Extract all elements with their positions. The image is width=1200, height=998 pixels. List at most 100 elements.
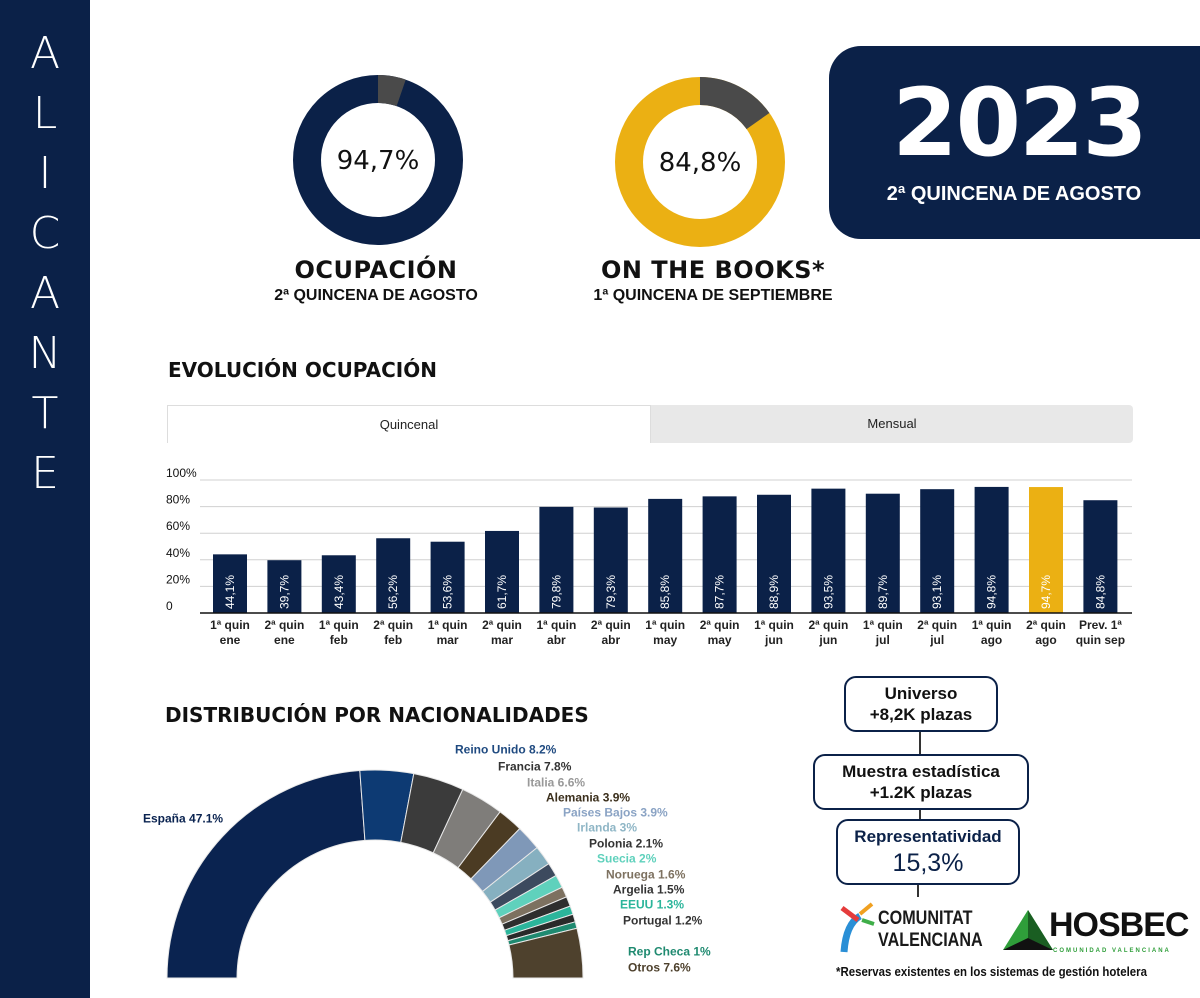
occupancy-subtitle: 2ª QUINCENA DE AGOSTO <box>274 287 478 304</box>
x-tick-label: 2ª quin jun <box>809 618 849 647</box>
bar <box>920 489 955 613</box>
bar <box>1083 500 1118 613</box>
pie-slice-label: Alemania 3.9% <box>546 790 631 805</box>
bar <box>1029 487 1063 613</box>
sidebar-title-letter: C <box>29 208 61 259</box>
sidebar-title-letter: A <box>29 268 61 319</box>
pie-slice <box>501 896 571 931</box>
y-tick-label: 80% <box>166 493 190 507</box>
bar <box>757 494 791 613</box>
pie-slice-label: Noruega 1.6% <box>606 867 686 882</box>
x-tick-label: 1ª quin may <box>645 618 685 647</box>
pie-slice-label: Otros 7.6% <box>628 960 691 975</box>
period-tabs: Quincenal Mensual <box>167 405 1133 443</box>
bar-data-label: 94,7% <box>1039 575 1053 609</box>
sidebar-title-letter: I <box>38 148 52 199</box>
pie-slice <box>432 788 501 869</box>
bar <box>267 560 302 613</box>
bar <box>811 488 846 613</box>
bar <box>865 493 900 613</box>
pie-slice-label: Reino Unido 8.2% <box>455 742 557 757</box>
bar-data-label: 79,8% <box>549 575 563 609</box>
occupancy-title: OCUPACIÓN <box>294 256 458 284</box>
x-tick-label: 1ª quin ago <box>972 618 1012 647</box>
bar-data-label: 53,6% <box>441 575 455 609</box>
pie-slice-label: España 47.1% <box>143 811 224 826</box>
pie-slice-label: Irlanda 3% <box>577 820 638 835</box>
pie-slice <box>498 886 568 925</box>
representativity-box: Representatividad 15,3% <box>836 819 1020 885</box>
x-tick-label: 2ª quin may <box>700 618 740 647</box>
on-the-books-label: ON THE BOOKS* 1ª QUINCENA DE SEPTIEMBRE <box>563 256 863 305</box>
bar <box>376 538 411 613</box>
tab-mensual[interactable]: Mensual <box>867 416 917 431</box>
on-the-books-title: ON THE BOOKS* <box>600 256 826 284</box>
year: 2023 <box>892 69 1148 178</box>
x-tick-label: 1ª quin feb <box>319 618 359 647</box>
y-tick-label: 20% <box>166 572 190 586</box>
pie-slice-label: EEUU 1.3% <box>620 897 685 912</box>
hosbec-sub: COMUNIDAD VALENCIANA <box>1053 948 1171 954</box>
donut-value: 84,8% <box>659 148 742 178</box>
universe-box: Universo +8,2K plazas <box>844 676 998 732</box>
pie-slice <box>481 846 550 903</box>
x-tick-label: 2ª quin feb <box>373 618 413 647</box>
cv-line2: VALENCIANA <box>878 930 983 951</box>
bar-data-label: 44,1% <box>223 575 237 609</box>
sample-label: Muestra estadística <box>842 762 1000 781</box>
sidebar-title-letter: L <box>32 88 58 139</box>
x-tick-label: 2ª quin jul <box>917 618 957 647</box>
x-tick-label: Prev. 1ª quin sep <box>1076 618 1125 647</box>
pie-slice-label: Rep Checa 1% <box>628 944 711 959</box>
x-tick-label: 2ª quin ene <box>265 618 305 647</box>
sample-box: Muestra estadística +1.2K plazas <box>813 754 1029 810</box>
pie-slice-label: Países Bajos 3.9% <box>563 805 668 820</box>
pie-slice <box>359 769 415 844</box>
x-tick-label: 1ª quin ene <box>210 618 250 647</box>
bar <box>539 506 574 613</box>
occupancy-bar-chart: 0 20% 40% 60% 80% 100% 44,1% 1ª quin ene 39,7% 2ª … <box>166 466 1132 647</box>
pie-slice <box>166 770 366 979</box>
bar-data-label: 43,4% <box>332 575 346 609</box>
x-tick-label: 1ª quin mar <box>428 618 468 647</box>
representativity-value: 15,3% <box>892 849 964 877</box>
evolution-title: EVOLUCIÓN OCUPACIÓN <box>168 358 437 382</box>
bar <box>974 486 1009 613</box>
pie-slice <box>470 827 538 893</box>
tab-quincenal[interactable]: Quincenal <box>167 405 651 443</box>
bar-data-label: 56,2% <box>386 575 400 609</box>
donut-remaining-segment <box>293 75 463 245</box>
bar-data-label: 79,3% <box>604 575 618 609</box>
pie-slice <box>489 862 557 911</box>
pie-slice-label: Portugal 1.2% <box>623 913 703 928</box>
comunitat-valenciana-logo: COMUNITAT VALENCIANA <box>838 898 988 958</box>
bar-data-label: 84,8% <box>1093 575 1107 609</box>
x-tick-label: 1ª quin jul <box>863 618 903 647</box>
hosbec-logo: HOSBEC COMUNIDAD VALENCIANA <box>1003 906 1189 958</box>
sidebar-title-letter: E <box>31 448 59 499</box>
universe-label: Universo <box>884 684 958 703</box>
bar <box>430 541 465 613</box>
connector <box>919 810 921 820</box>
bar-data-label: 85,8% <box>658 575 672 609</box>
pie-slice <box>457 811 521 880</box>
donut-remaining-segment <box>615 77 785 247</box>
sidebar-title-letter: T <box>31 388 59 439</box>
bar-data-label: 39,7% <box>277 575 291 609</box>
universe-value: +8,2K plazas <box>869 705 973 724</box>
y-tick-label: 0 <box>166 599 173 613</box>
pie-slice <box>400 773 464 854</box>
donut-value: 94,7% <box>337 146 420 176</box>
cv-line1: COMUNITAT <box>878 908 973 929</box>
connector <box>917 885 919 897</box>
y-tick-label: 100% <box>166 466 197 480</box>
bar <box>485 530 519 613</box>
pie-slice-label: Polonia 2.1% <box>589 836 664 851</box>
on-the-books-subtitle: 1ª QUINCENA DE SEPTIEMBRE <box>593 287 833 304</box>
year-box: 2023 2ª QUINCENA DE AGOSTO <box>829 46 1200 239</box>
bar <box>648 498 683 613</box>
occupancy-label: OCUPACIÓN 2ª QUINCENA DE AGOSTO <box>226 256 526 305</box>
year-subtitle: 2ª QUINCENA DE AGOSTO <box>886 183 1142 205</box>
nationalities-title: DISTRIBUCIÓN POR NACIONALIDADES <box>165 703 589 727</box>
